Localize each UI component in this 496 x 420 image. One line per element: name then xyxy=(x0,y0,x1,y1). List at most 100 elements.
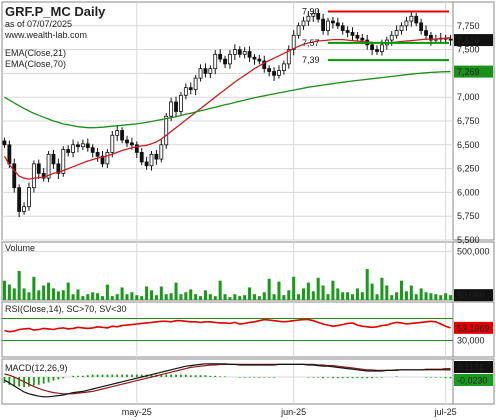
x-tick-label: jun-25 xyxy=(280,407,306,417)
volume-bar xyxy=(149,290,154,300)
ema70-badge: 7,269 xyxy=(457,67,480,77)
volume-bar xyxy=(154,295,158,300)
volume-bar xyxy=(145,286,149,300)
candle-body xyxy=(120,130,125,141)
volume-bar xyxy=(301,288,306,300)
volume-bar xyxy=(208,294,212,300)
volume-bar xyxy=(424,292,428,300)
x-tick-label: jul-25 xyxy=(434,407,457,417)
candle-body xyxy=(370,44,375,50)
volume-bar xyxy=(341,292,345,300)
candle-body xyxy=(193,77,198,90)
volume-bar xyxy=(169,293,173,300)
volume-bar xyxy=(110,296,114,300)
volume-bar xyxy=(37,290,41,300)
price-tick-label: 5,750 xyxy=(457,211,480,221)
volume-bar xyxy=(434,294,438,300)
volume-bar xyxy=(316,277,320,300)
volume-bar xyxy=(164,294,168,300)
price-tick-label: 5,500 xyxy=(457,235,480,245)
chart-title: GRF.P_MC Daily xyxy=(5,4,106,19)
candle-body xyxy=(36,163,41,174)
candle-body xyxy=(149,153,154,167)
macd-last-badge: 0,1171 xyxy=(457,362,484,372)
candle-body xyxy=(100,155,105,165)
level-label-support-lower: 7,39 xyxy=(302,55,320,65)
candle-body xyxy=(306,15,311,22)
ema70-line xyxy=(4,70,451,129)
volume-bar xyxy=(115,294,119,300)
candle-body xyxy=(129,142,134,146)
volume-bar xyxy=(105,284,109,300)
candle-body xyxy=(105,152,110,165)
volume-bar xyxy=(267,278,271,300)
panel-macd xyxy=(1,358,495,405)
candle-body xyxy=(66,149,71,153)
candle-body xyxy=(232,49,237,55)
candle-body xyxy=(448,38,453,41)
macd-hist-last-badge-bg xyxy=(454,373,493,386)
candle-body xyxy=(252,56,257,60)
volume-bar xyxy=(449,295,453,300)
candle-body xyxy=(330,20,335,24)
candle-body xyxy=(125,139,129,144)
candle-body xyxy=(46,153,51,179)
candle-body xyxy=(169,101,174,117)
candle-body xyxy=(2,140,7,146)
rsi-line xyxy=(4,318,451,333)
chart-panels xyxy=(1,1,495,405)
volume-bar xyxy=(184,292,188,300)
price-tick-label: 7,000 xyxy=(457,92,480,102)
candle-body xyxy=(174,101,178,112)
candle-body xyxy=(90,147,95,153)
volume-bar xyxy=(277,281,281,300)
volume-bar xyxy=(71,294,75,300)
volume-bar xyxy=(130,292,134,300)
candle-body xyxy=(257,58,262,62)
volume-bar xyxy=(409,285,413,300)
candle-body xyxy=(414,15,419,24)
candle-body xyxy=(218,53,223,60)
candle-body xyxy=(183,87,188,96)
candle-body xyxy=(95,152,100,157)
rsi-last-badge: 53,1969 xyxy=(457,323,490,333)
candle-body xyxy=(213,53,218,70)
volume-last-badge: 50,060 xyxy=(457,291,485,301)
volume-bar xyxy=(321,285,325,300)
candle-body xyxy=(31,163,36,189)
volume-bar xyxy=(272,294,276,300)
volume-bar xyxy=(7,284,11,300)
candle-body xyxy=(110,134,115,153)
volume-bar xyxy=(385,285,389,300)
candle-body xyxy=(399,25,404,31)
volume-bar xyxy=(400,280,404,300)
candle-body xyxy=(51,153,56,165)
volume-bar xyxy=(174,282,178,300)
last-close-badge: 7,610 xyxy=(457,36,480,46)
volume-bar xyxy=(61,290,65,300)
panel-rsi xyxy=(1,301,495,358)
volume-bar xyxy=(100,296,105,300)
candle-body xyxy=(360,37,365,41)
volume-bar xyxy=(429,293,433,300)
candle-body xyxy=(242,51,247,55)
candle-body xyxy=(340,25,345,31)
candle-body xyxy=(17,187,22,212)
volume-bar xyxy=(199,296,203,300)
volume-bar xyxy=(86,294,90,300)
price-tick-label: 6,750 xyxy=(457,116,480,126)
volume-bar xyxy=(262,292,266,300)
candle-body xyxy=(61,149,66,174)
volume-bar xyxy=(346,292,350,300)
candle-body xyxy=(409,15,414,22)
volume-bar xyxy=(414,294,418,300)
candle-body xyxy=(228,53,232,65)
volume-bar xyxy=(32,276,36,300)
macd-hist-last-badge: -0,0230 xyxy=(457,375,488,385)
rsi-tick-label: 30,000 xyxy=(457,336,485,346)
volume-bar xyxy=(56,291,60,300)
legend-ema21: EMA(Close,21) xyxy=(5,48,66,58)
volume-bar xyxy=(311,291,315,300)
volume-bar xyxy=(135,295,139,300)
